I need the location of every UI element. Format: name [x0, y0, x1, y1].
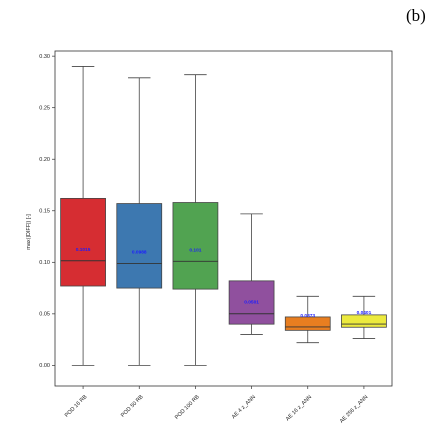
median-label: 0.0988 [132, 250, 147, 256]
x-tick-label: AE 16 z_ANN [285, 394, 313, 422]
y-axis-label: max(|DIFF|) [-] [26, 214, 32, 250]
box-2: 0.0988 [116, 77, 163, 366]
box-4: 0.0501 [228, 213, 275, 335]
box-rect [228, 280, 275, 325]
box-rect [172, 202, 219, 290]
box-3: 0.101 [172, 74, 219, 366]
x-tick-label: POD 16 RB [64, 394, 89, 419]
x-tick-label: AE 4 z_ANN [231, 394, 257, 420]
y-tick-label: 0.05 [39, 312, 50, 318]
median-label: 0.0401 [357, 310, 372, 316]
y-axis: 0.00 0.05 0.10 0.15 0.20 0.25 0.30 [39, 54, 55, 369]
x-tick-label: AE 256 z_ANN [339, 394, 369, 424]
y-tick-label: 0.00 [39, 363, 50, 369]
y-tick-label: 0.30 [39, 54, 50, 60]
median-label: 0.1015 [76, 247, 91, 253]
x-tick-label: POD 100 RB [174, 394, 201, 421]
box-5: 0.0373 [284, 295, 331, 344]
boxes-group: 0.1015 0.0988 0.101 0.0501 0.0373 0.0401 [60, 66, 387, 366]
y-tick-label: 0.25 [39, 105, 50, 111]
median-label: 0.0373 [300, 313, 315, 319]
box-6: 0.0401 [341, 295, 387, 339]
box-rect [60, 197, 106, 287]
box-1: 0.1015 [60, 66, 106, 366]
median-label: 0.101 [189, 247, 201, 253]
y-tick-label: 0.20 [39, 157, 50, 163]
plot-frame [54, 50, 393, 387]
x-axis: POD 16 RB POD 50 RB POD 100 RB AE 4 z_ANN AE… [64, 386, 369, 425]
box-rect [341, 314, 387, 328]
y-tick-label: 0.15 [39, 209, 50, 215]
x-tick-label: POD 50 RB [120, 394, 145, 419]
panel-label: (b) [406, 6, 426, 25]
median-label: 0.0501 [244, 300, 259, 306]
box-rect [284, 316, 331, 331]
box-rect [116, 203, 163, 289]
y-tick-label: 0.10 [39, 260, 50, 266]
